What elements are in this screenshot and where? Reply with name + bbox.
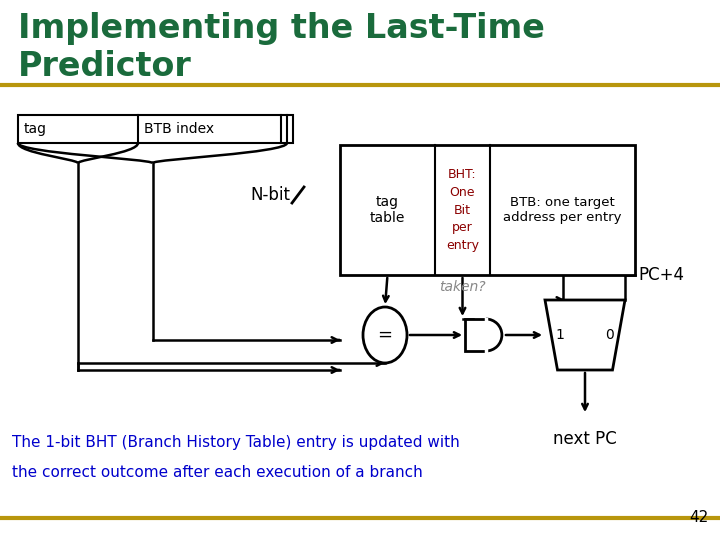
Text: Predictor: Predictor [18, 50, 192, 83]
Text: BTB index: BTB index [144, 122, 214, 136]
Bar [18, 115, 293, 143]
Text: the correct outcome after each execution of a branch: the correct outcome after each execution… [12, 465, 423, 480]
Text: PC+4: PC+4 [638, 266, 684, 284]
Text: 0: 0 [606, 328, 614, 342]
Bar [465, 319, 486, 351]
Polygon shape [545, 300, 625, 370]
Text: taken?: taken? [439, 280, 486, 294]
Text: 42: 42 [689, 510, 708, 525]
Text: The 1-bit BHT (Branch History Table) entry is updated with: The 1-bit BHT (Branch History Table) ent… [12, 435, 460, 450]
Text: next PC: next PC [553, 430, 617, 448]
Text: N-bit: N-bit [250, 186, 290, 204]
Text: =: = [377, 326, 392, 344]
Text: BHT:
One
Bit
per
entry: BHT: One Bit per entry [446, 167, 479, 253]
Text: tag: tag [24, 122, 47, 136]
Text: Implementing the Last-Time: Implementing the Last-Time [18, 12, 545, 45]
Text: tag
table: tag table [370, 195, 405, 225]
Text: 1: 1 [556, 328, 564, 342]
Text: BTB: one target
address per entry: BTB: one target address per entry [503, 196, 622, 224]
Bar [340, 145, 635, 275]
Ellipse shape [363, 307, 407, 363]
